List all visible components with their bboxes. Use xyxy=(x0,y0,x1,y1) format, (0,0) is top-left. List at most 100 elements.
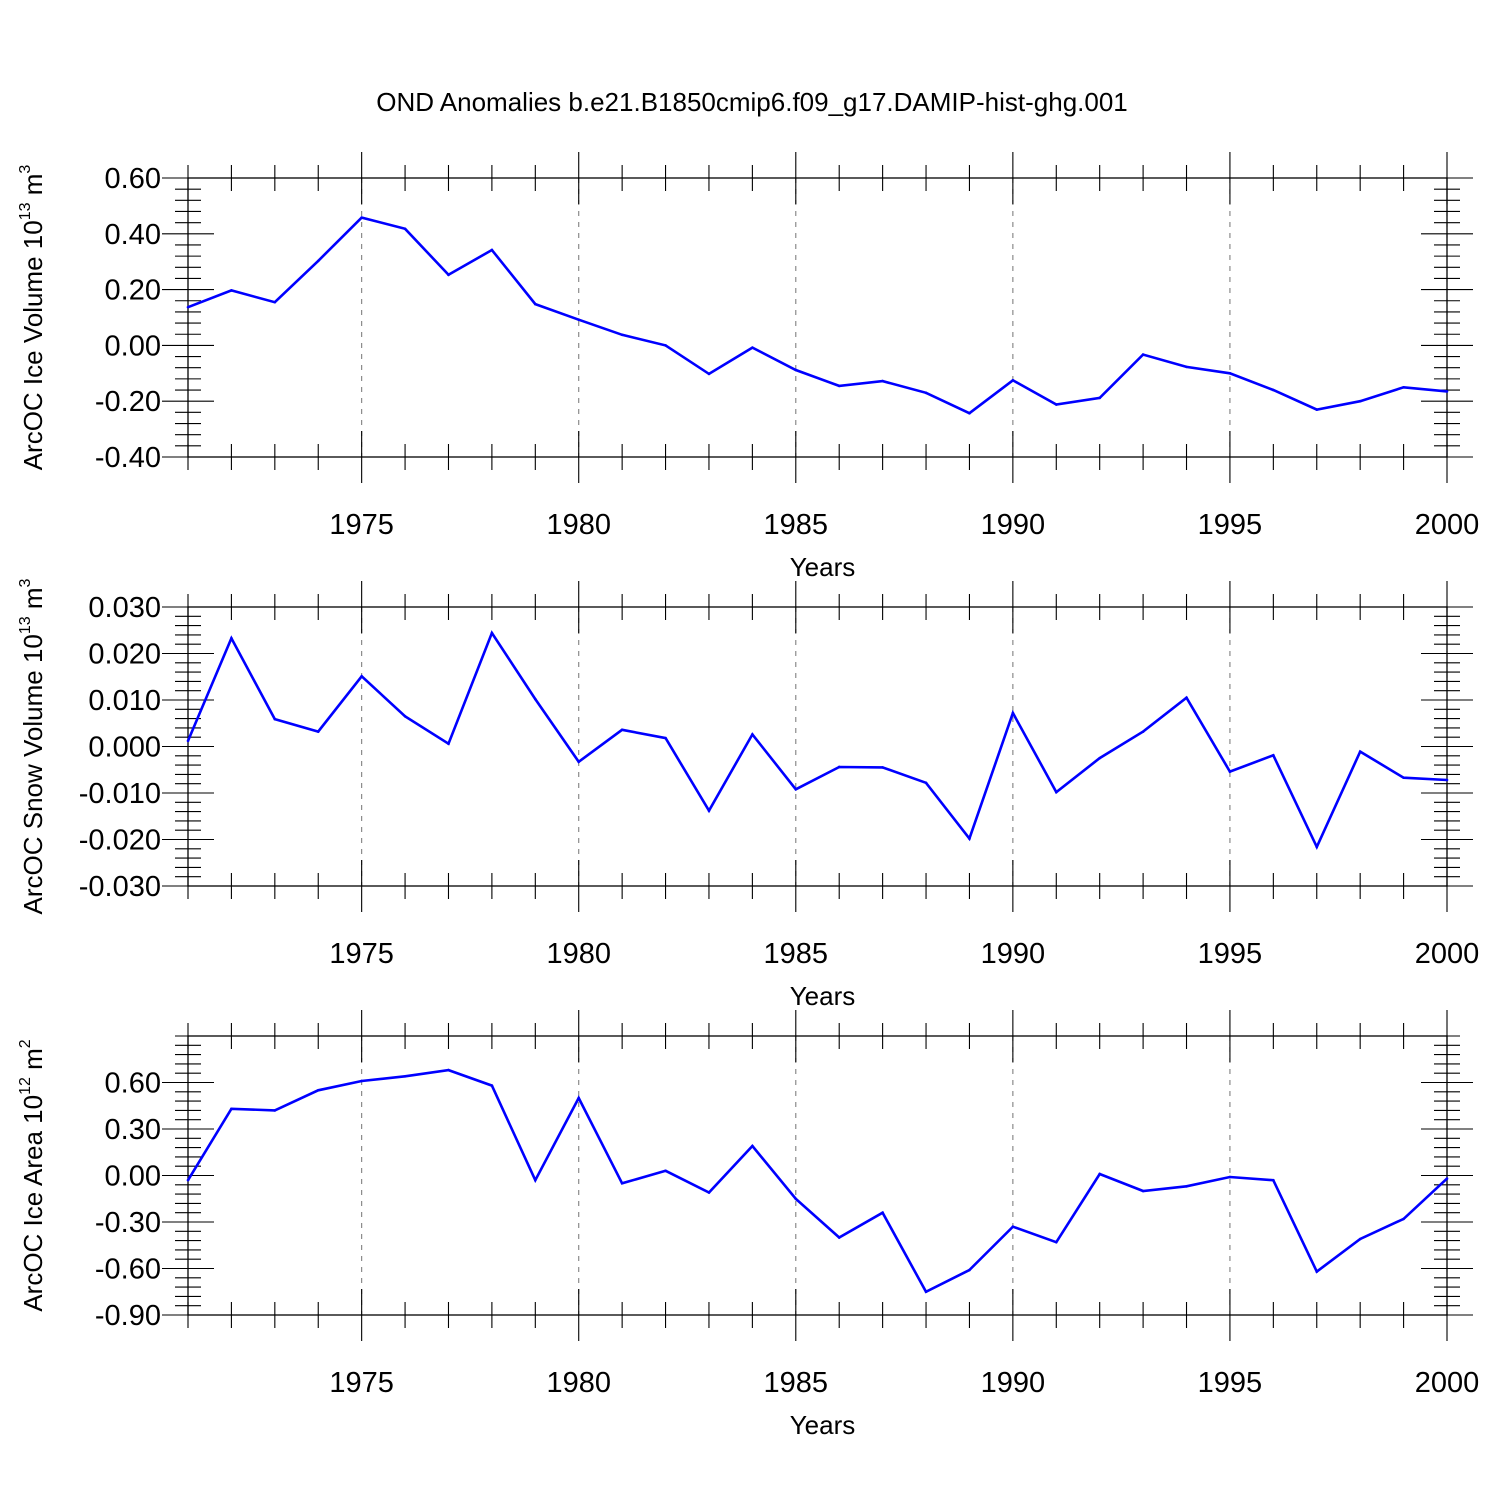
data-point xyxy=(1402,1217,1405,1221)
data-point xyxy=(403,227,407,231)
data-point xyxy=(273,717,277,721)
data-point xyxy=(230,1107,233,1111)
data-point xyxy=(1228,372,1232,375)
plot-frame xyxy=(187,177,1448,458)
data-point xyxy=(881,1211,884,1214)
data-point xyxy=(1098,1172,1101,1176)
y-tick-label: 0.00 xyxy=(105,330,161,362)
data-point xyxy=(230,636,233,640)
data-point xyxy=(1358,399,1362,403)
y-tick-label: -0.40 xyxy=(95,442,161,474)
data-point xyxy=(924,391,928,395)
y-axis-title: ArcOC Ice Area 1012 m2 xyxy=(17,1039,48,1311)
data-point xyxy=(968,1268,971,1272)
data-point xyxy=(316,259,320,263)
data-point xyxy=(1185,696,1188,699)
y-tick-label: -0.90 xyxy=(95,1300,161,1332)
data-point xyxy=(534,697,537,701)
x-tick-label: 1990 xyxy=(981,938,1046,970)
data-point xyxy=(490,1084,494,1087)
y-axis-title: ArcOC Snow Volume 1013 m3 xyxy=(17,578,48,914)
data-point xyxy=(620,333,624,337)
data-point xyxy=(707,372,711,376)
data-point xyxy=(403,714,407,718)
data-point xyxy=(316,730,320,733)
data-point xyxy=(577,318,581,322)
y-tick-label: 0.000 xyxy=(88,732,161,764)
data-point xyxy=(577,760,581,764)
data-point xyxy=(186,1178,190,1182)
y-tick-label: 0.030 xyxy=(88,592,161,624)
data-point xyxy=(1011,378,1015,382)
y-tick-label: 0.30 xyxy=(105,1114,161,1146)
data-point xyxy=(968,837,971,840)
data-point xyxy=(1054,1240,1058,1244)
data-point xyxy=(186,739,190,743)
y-tick-label: -0.20 xyxy=(95,386,161,418)
y-tick-label: 0.40 xyxy=(105,219,161,251)
data-point xyxy=(403,1075,407,1078)
data-point xyxy=(1185,365,1188,369)
data-point xyxy=(620,1181,624,1185)
y-tick-label: -0.30 xyxy=(95,1207,161,1239)
panel-1: 0.60 0.40 0.20 0.00 -0.20 -0.40 1975 1980 1985 19… xyxy=(17,152,1479,582)
data-point xyxy=(794,787,798,791)
data-point xyxy=(924,1290,928,1294)
data-point xyxy=(1315,408,1319,411)
x-tick-label: 2000 xyxy=(1415,938,1480,970)
x-tick-label: 1975 xyxy=(329,938,394,970)
x-tick-label: 1980 xyxy=(546,509,611,541)
panel-2: 0.030 0.020 0.010 0.000 -0.010 -0.020 -0.030 19… xyxy=(17,578,1479,1011)
data-point xyxy=(837,1236,841,1239)
data-point xyxy=(620,728,624,732)
data-point xyxy=(1402,385,1405,389)
data-point xyxy=(837,765,841,769)
figure-title: OND Anomalies b.e21.B1850cmip6.f09_g17.D… xyxy=(376,87,1128,117)
data-point xyxy=(1445,778,1449,782)
x-tick-label: 1985 xyxy=(764,1367,829,1399)
data-point xyxy=(881,379,884,383)
data-point xyxy=(273,1109,277,1112)
data-point xyxy=(1402,776,1405,779)
panel-3: 0.60 0.30 0.00 -0.30 -0.60 -0.90 1975 1980 1985 1… xyxy=(17,1010,1479,1440)
y-tick-label: -0.030 xyxy=(79,871,161,903)
x-tick-label: 1990 xyxy=(981,1367,1046,1399)
data-point xyxy=(751,346,754,349)
x-tick-label: 1995 xyxy=(1198,509,1263,541)
data-point xyxy=(1315,845,1319,849)
y-tick-label: 0.60 xyxy=(105,1068,161,1100)
x-tick-label: 2000 xyxy=(1415,509,1480,541)
x-tick-label: 1990 xyxy=(981,509,1046,541)
data-point xyxy=(1141,1189,1145,1193)
data-point xyxy=(1185,1185,1188,1188)
data-point xyxy=(186,305,190,309)
series-line xyxy=(186,630,1448,850)
data-point xyxy=(707,809,711,812)
data-point xyxy=(751,733,754,736)
x-tick-label: 2000 xyxy=(1415,1367,1480,1399)
data-point xyxy=(447,742,450,746)
plot-frame xyxy=(187,1035,1448,1316)
y-tick-label: 0.00 xyxy=(105,1161,161,1193)
x-tick-label: 1995 xyxy=(1198,1367,1263,1399)
x-tick-label: 1975 xyxy=(329,509,394,541)
data-point xyxy=(1228,1175,1232,1179)
x-tick-label: 1980 xyxy=(546,938,611,970)
data-point xyxy=(1098,756,1101,760)
data-point xyxy=(794,1197,798,1201)
data-point xyxy=(968,411,971,415)
data-point xyxy=(881,766,884,769)
data-point xyxy=(1272,754,1275,757)
data-point xyxy=(534,302,537,306)
x-axis-title: Years xyxy=(790,981,856,1011)
data-point xyxy=(447,1068,450,1072)
data-point xyxy=(534,1178,537,1182)
data-point xyxy=(1445,390,1449,393)
data-point xyxy=(273,300,277,304)
data-point xyxy=(664,344,667,347)
data-point xyxy=(1141,730,1145,733)
data-point xyxy=(1272,1178,1275,1182)
y-tick-label: -0.60 xyxy=(95,1254,161,1286)
data-point xyxy=(447,273,450,277)
